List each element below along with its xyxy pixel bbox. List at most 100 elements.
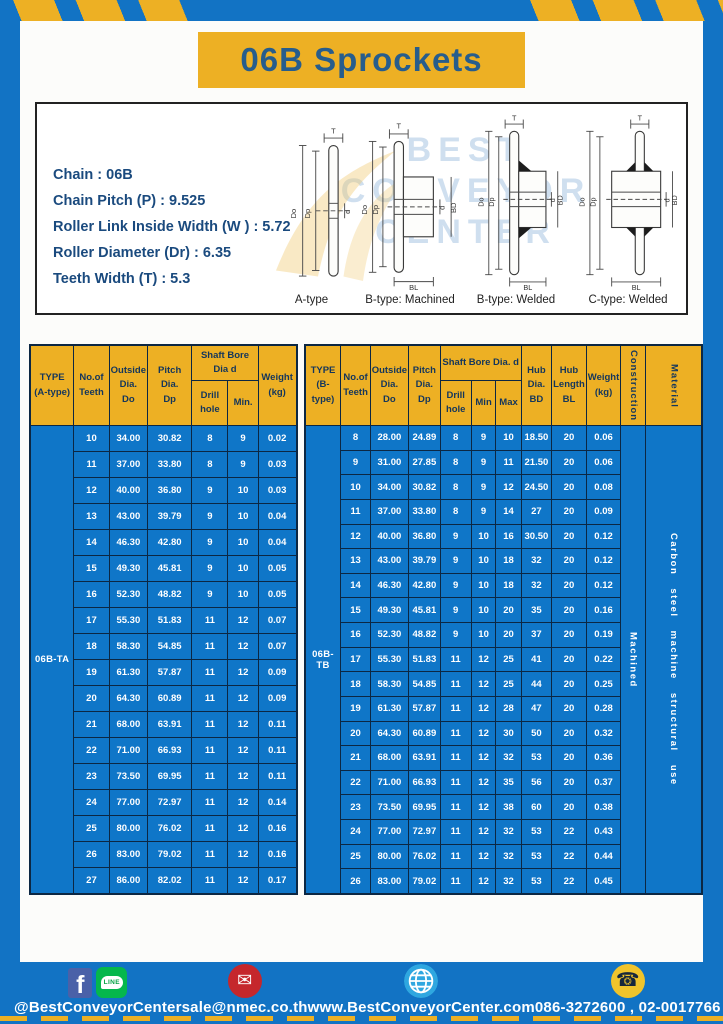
table-cell: 71.00 xyxy=(108,737,149,764)
table-cell: 11 xyxy=(439,794,472,820)
table-cell: 10 xyxy=(227,581,259,608)
table-cell: 11 xyxy=(191,763,229,790)
table-cell: 0.04 xyxy=(257,529,298,556)
table-cell: 11 xyxy=(495,449,522,476)
table-cell: 20 xyxy=(551,695,587,722)
table-cell: 12 xyxy=(470,671,497,697)
table-cell: 24 xyxy=(340,819,371,845)
sprocket-drawing-b-welded: T Do Dp d BD xyxy=(476,115,564,291)
drawing-caption: A-type xyxy=(294,294,329,306)
table-cell: 21 xyxy=(73,711,110,738)
table-cell: 10 xyxy=(227,503,259,530)
col-header-teeth: No.of Teeth xyxy=(340,344,371,426)
table-cell: 0.28 xyxy=(585,695,622,722)
spec-line-chain: Chain : 06B xyxy=(53,167,133,183)
col-header-hub-dia: Hub Dia. BD xyxy=(520,344,553,426)
table-cell: 9 xyxy=(191,555,229,582)
table-cell: 38 xyxy=(495,794,522,820)
table-cell: 9 xyxy=(439,523,472,550)
table-cell: 20 xyxy=(551,745,587,771)
table-cell: 12 xyxy=(227,711,259,738)
footer-social-handle: @BestConveyorCenter xyxy=(14,998,182,1016)
table-row: 23 73.50 69.95 11 12 38 60 20 0.38 xyxy=(305,794,702,820)
table-cell: 0.37 xyxy=(585,769,622,796)
table-cell: 23 xyxy=(73,763,110,790)
table-cell: 51.83 xyxy=(147,607,193,634)
table-cell: 11 xyxy=(73,451,110,478)
table-cell: 36.80 xyxy=(147,477,193,504)
table-cell: 14 xyxy=(340,572,371,599)
table-cell: 32 xyxy=(520,548,553,574)
table-cell: 9 xyxy=(470,425,497,451)
table-cell: 11 xyxy=(191,685,229,712)
dim-label-bd: BD xyxy=(555,195,564,205)
table-cell: 8 xyxy=(439,474,472,500)
table-cell: 11 xyxy=(191,711,229,738)
table-cell: 25 xyxy=(73,815,110,842)
table-cell: 12 xyxy=(340,523,371,550)
line-icon-label: LINE xyxy=(100,975,124,989)
table-cell: 28.00 xyxy=(369,425,410,451)
table-cell: 11 xyxy=(191,867,229,895)
table-b-type: TYPE (B-type) No.of Teeth Outside Dia. D… xyxy=(303,344,703,895)
table-cell: 68.00 xyxy=(108,711,149,738)
table-cell: 18 xyxy=(495,572,522,599)
table-cell: 8 xyxy=(439,425,472,451)
table-row: 21 68.00 63.91 11 12 32 53 20 0.36 xyxy=(305,745,702,771)
table-cell: 80.00 xyxy=(369,843,410,870)
table-cell: 32 xyxy=(495,819,522,845)
table-cell: 18.50 xyxy=(520,425,553,451)
table-cell: 0.32 xyxy=(585,720,622,747)
dim-label-do: Do xyxy=(360,205,369,215)
footer-social: f LINE @BestConveyorCenter xyxy=(14,965,182,1016)
table-cell: 20 xyxy=(340,720,371,747)
table-cell: 0.17 xyxy=(257,867,298,895)
table-cell: 10 xyxy=(470,548,497,574)
footer-email-address: sale@nmec.co.th xyxy=(181,998,308,1016)
table-cell: 86.00 xyxy=(108,867,149,895)
dim-label-dp: Dp xyxy=(588,197,597,206)
table-cell: 41 xyxy=(520,646,553,673)
table-cell: 39.79 xyxy=(147,503,193,530)
table-cell: 20 xyxy=(495,622,522,648)
table-cell: 12 xyxy=(470,646,497,673)
table-cell: 30.82 xyxy=(408,474,441,500)
table-cell: 26 xyxy=(73,841,110,868)
footer-website-url: www.BestConveyorCenter.com xyxy=(307,998,535,1016)
dim-label-bd: BD xyxy=(670,195,679,205)
table-cell: 17 xyxy=(340,646,371,673)
table-row: 15 49.30 45.81 9 10 0.05 xyxy=(30,555,298,582)
dim-label-do: Do xyxy=(577,197,586,206)
dim-label-do: Do xyxy=(289,209,298,219)
dim-label-bl: BL xyxy=(632,283,641,291)
table-cell: 20 xyxy=(551,548,587,574)
table-cell: 34.00 xyxy=(108,425,149,452)
watermark-line: BEST xyxy=(406,131,526,169)
dim-label-t: T xyxy=(331,126,336,135)
table-cell: 10 xyxy=(227,555,259,582)
table-cell: 0.09 xyxy=(257,685,298,712)
content-area: 06B Sprockets BEST CONVEYOR CENTER Chain… xyxy=(20,21,703,962)
table-cell: 45.81 xyxy=(147,555,193,582)
table-cell: 9 xyxy=(470,498,497,525)
col-header-shaft-bore: Shaft Bore Dia. d xyxy=(439,344,522,381)
table-cell: 58.30 xyxy=(369,671,410,697)
col-header-drill-hole: Drill hole xyxy=(191,380,229,426)
spec-line-teeth-width: Teeth Width (T) : 5.3 xyxy=(53,271,191,287)
table-cell: 10 xyxy=(470,572,497,599)
table-row: 18 58.30 54.85 11 12 25 44 20 0.25 xyxy=(305,671,702,697)
table-cell: 52.30 xyxy=(369,622,410,648)
col-header-drill-hole: Drill hole xyxy=(439,380,472,426)
table-cell: 53 xyxy=(520,868,553,895)
email-icon: ✉ xyxy=(227,963,262,998)
table-cell: 12 xyxy=(227,685,259,712)
table-cell: 12 xyxy=(470,819,497,845)
table-cell: 0.07 xyxy=(257,633,298,660)
table-cell: 32 xyxy=(495,745,522,771)
table-cell: 37.00 xyxy=(108,451,149,478)
table-cell: 0.22 xyxy=(585,646,622,673)
table-cell: 27 xyxy=(73,867,110,895)
table-cell: 20 xyxy=(551,597,587,623)
table-cell: 24.89 xyxy=(408,425,441,451)
